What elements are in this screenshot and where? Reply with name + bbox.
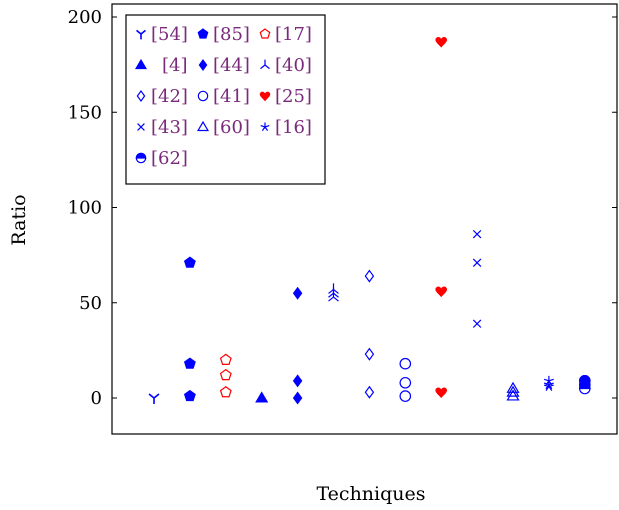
legend-entry: [44] <box>198 55 250 76</box>
data-point <box>435 286 448 298</box>
data-point <box>506 389 520 401</box>
legend-marker <box>197 90 209 102</box>
legend-label: [54] <box>151 24 188 45</box>
data-point <box>292 391 303 405</box>
legend-label: [17] <box>275 24 312 45</box>
legend-label: [42] <box>151 86 188 107</box>
data-point <box>183 256 196 268</box>
legend-label: [60] <box>213 117 250 138</box>
data-point <box>364 347 375 361</box>
y-tick-label: 50 <box>79 293 102 314</box>
data-point <box>472 258 482 267</box>
data-point <box>399 357 412 370</box>
data-point <box>506 381 520 393</box>
legend-entry: [17] <box>259 24 312 45</box>
legend-marker <box>137 123 145 131</box>
data-point <box>328 291 339 302</box>
data-point <box>292 374 303 388</box>
data-point <box>472 319 482 328</box>
data-point <box>472 229 482 239</box>
data-point <box>292 286 303 300</box>
legend-label: [43] <box>151 117 188 138</box>
data-point <box>219 353 232 365</box>
y-tick-label: 150 <box>68 102 102 123</box>
data-point <box>543 381 554 391</box>
legend-entry: [42] <box>136 86 188 107</box>
legend-label: [16] <box>275 117 312 138</box>
legend-label: [25] <box>275 86 312 107</box>
legend-entry: [62] <box>135 148 188 169</box>
legend-entry: [40] <box>260 55 312 76</box>
y-tick-label: 100 <box>68 198 102 219</box>
data-marks <box>148 37 591 405</box>
legend-marker <box>197 120 209 132</box>
legend-marker <box>135 152 147 164</box>
y-tick-label: 200 <box>68 7 102 28</box>
legend-marker <box>260 122 270 131</box>
legend-entry: [4] <box>135 55 188 76</box>
legend-label: [41] <box>213 86 250 107</box>
y-tick-label: 0 <box>91 388 102 409</box>
data-point <box>578 382 591 395</box>
data-point <box>183 389 196 402</box>
legend-entry: [54] <box>136 24 188 45</box>
y-axis-title: Ratio <box>8 194 30 245</box>
legend-marker <box>259 91 271 102</box>
data-point <box>219 368 232 381</box>
data-point <box>255 391 269 403</box>
data-point <box>183 357 196 369</box>
data-point <box>399 376 412 389</box>
data-point <box>364 385 375 399</box>
y-axis-ticks: 0 50 100 150 200 <box>68 7 617 409</box>
data-point <box>148 393 160 404</box>
legend-entry: [85] <box>197 24 250 45</box>
legend-marker <box>260 59 270 70</box>
legend-entry: [41] <box>197 86 250 107</box>
legend-box <box>125 14 326 185</box>
data-point <box>399 390 412 402</box>
legend-marker <box>259 28 271 39</box>
legend-entry: [43] <box>137 117 188 138</box>
legend-marker <box>136 29 146 40</box>
legend-label: [62] <box>151 148 188 169</box>
legend-entry: [60] <box>197 117 250 138</box>
data-point <box>364 269 375 283</box>
legend-entry: [25] <box>259 86 312 107</box>
plot-frame <box>111 3 618 435</box>
legend-label: [85] <box>213 24 250 45</box>
legend-entry: [16] <box>260 117 312 138</box>
legend-label: [44] <box>213 55 250 76</box>
legend: [54] [85] [17] [4] [44] [40] [42] [41] [25] [43] [… <box>125 14 326 185</box>
legend-marker <box>136 90 146 102</box>
legend-marker <box>135 58 147 70</box>
data-point <box>506 385 520 397</box>
legend-marker <box>197 28 209 39</box>
data-point <box>219 386 232 398</box>
legend-marker <box>198 59 208 71</box>
legend-label: [40] <box>275 55 312 76</box>
x-axis-title: Techniques <box>316 483 425 505</box>
data-point <box>435 387 448 399</box>
legend-label: [4] <box>162 55 188 76</box>
data-point <box>435 37 448 48</box>
data-point <box>543 375 554 386</box>
